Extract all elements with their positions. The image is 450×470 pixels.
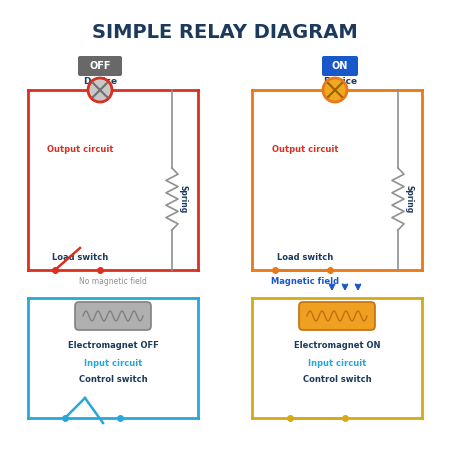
Text: Input circuit: Input circuit (308, 359, 366, 368)
FancyBboxPatch shape (75, 302, 151, 330)
FancyBboxPatch shape (322, 56, 358, 76)
Text: Device: Device (83, 78, 117, 86)
Text: Load switch: Load switch (277, 253, 333, 263)
Circle shape (88, 78, 112, 102)
Text: Electromagnet ON: Electromagnet ON (294, 340, 380, 350)
Text: Device: Device (323, 78, 357, 86)
Text: Output circuit: Output circuit (272, 146, 338, 155)
Text: Load switch: Load switch (52, 253, 108, 263)
Text: Control switch: Control switch (303, 376, 371, 384)
Text: Magnetic field: Magnetic field (271, 277, 339, 287)
Text: Control switch: Control switch (79, 376, 147, 384)
Circle shape (323, 78, 347, 102)
FancyBboxPatch shape (78, 56, 122, 76)
FancyBboxPatch shape (299, 302, 375, 330)
Text: Output circuit: Output circuit (47, 146, 113, 155)
Text: Spring: Spring (179, 185, 188, 213)
Text: SIMPLE RELAY DIAGRAM: SIMPLE RELAY DIAGRAM (92, 23, 358, 41)
Text: Spring: Spring (405, 185, 414, 213)
Text: No magnetic field: No magnetic field (79, 277, 147, 287)
Text: ON: ON (332, 61, 348, 71)
Text: Electromagnet OFF: Electromagnet OFF (68, 340, 158, 350)
Text: Input circuit: Input circuit (84, 359, 142, 368)
Text: OFF: OFF (89, 61, 111, 71)
